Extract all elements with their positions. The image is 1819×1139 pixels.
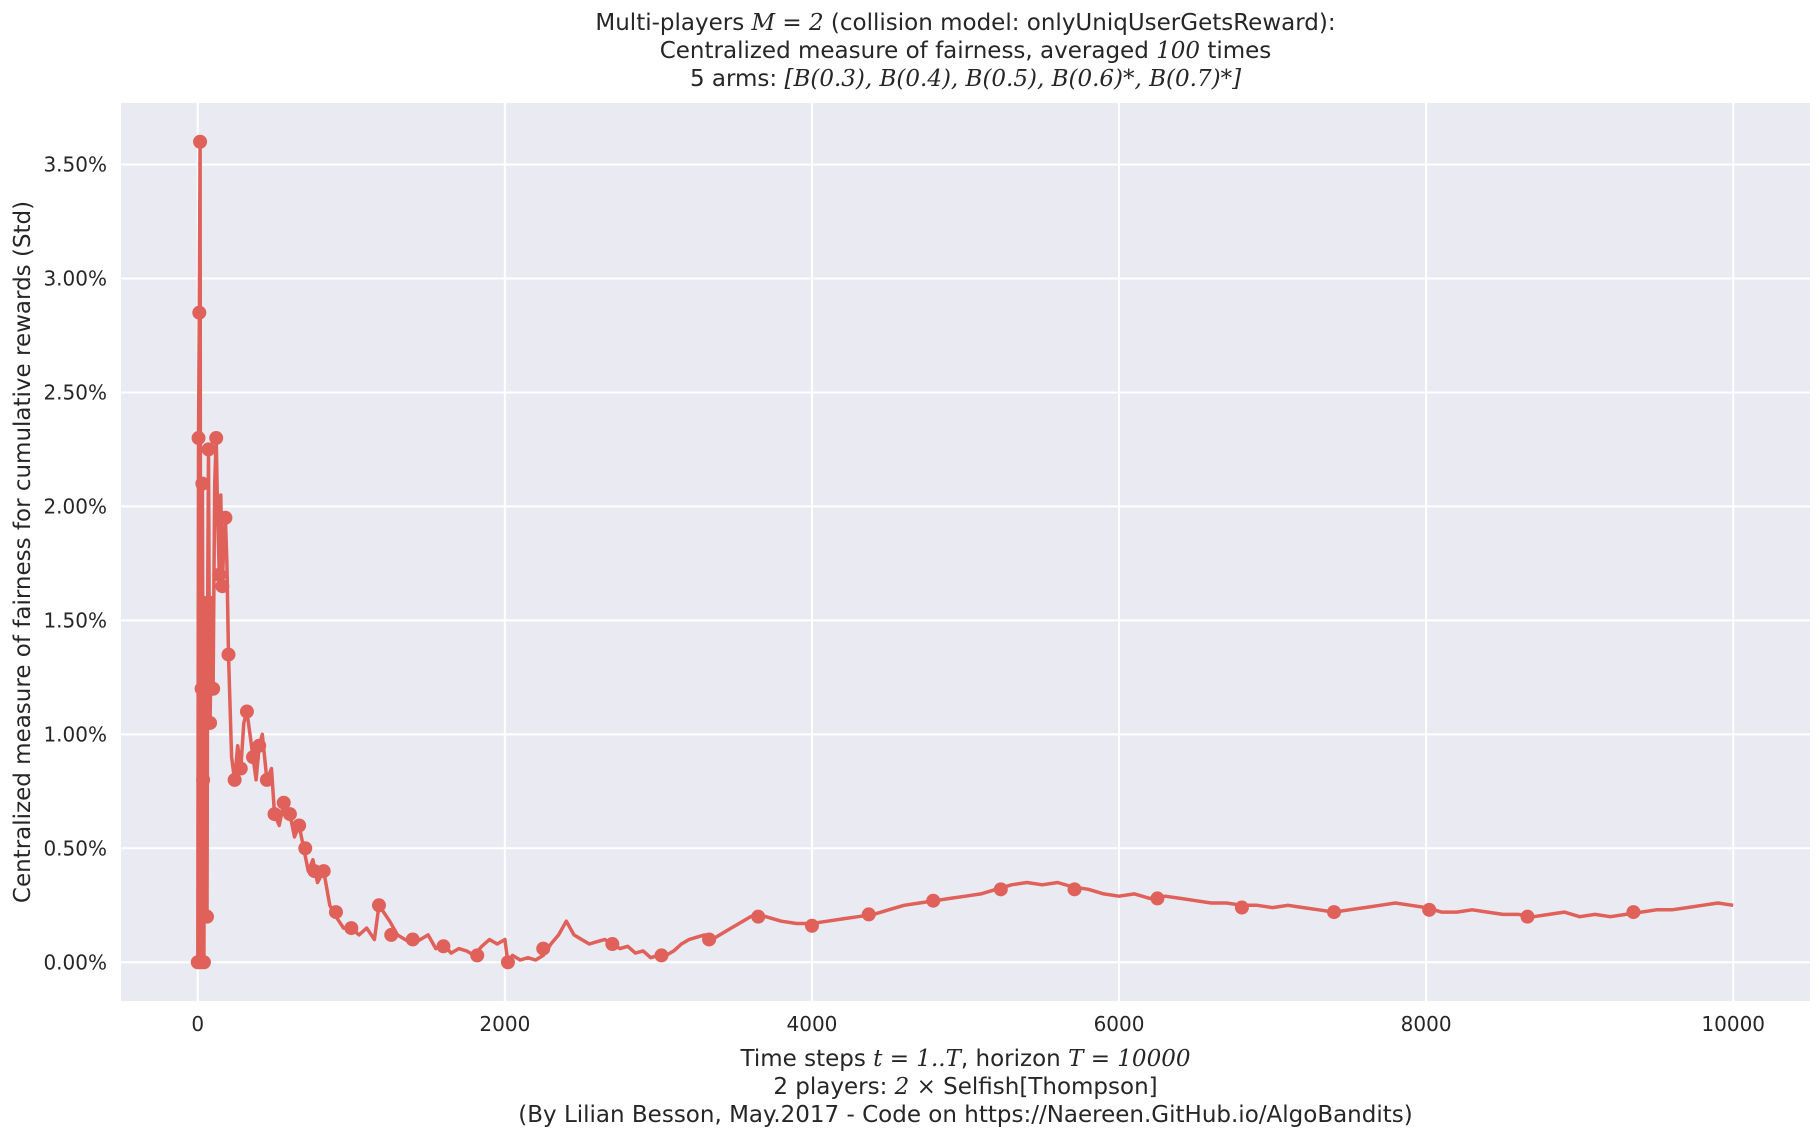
- data-point-12: [203, 715, 218, 730]
- xlabel-line-2: (By Lilian Besson, May.2017 - Code on ht…: [518, 1102, 1412, 1128]
- data-point-36: [405, 932, 420, 947]
- data-series: [196, 139, 1734, 965]
- data-point-34: [371, 898, 386, 913]
- y-axis-label: Centralized measure of fairness for cumu…: [10, 201, 36, 903]
- data-point-41: [605, 937, 620, 952]
- data-point-16: [215, 579, 230, 594]
- data-point-43: [702, 932, 717, 947]
- data-point-3: [193, 134, 208, 149]
- data-point-24: [259, 772, 274, 787]
- data-point-28: [292, 818, 307, 833]
- data-point-48: [993, 882, 1008, 897]
- data-point-18: [221, 647, 236, 662]
- x-tick-label-1: 2000: [479, 1012, 530, 1036]
- data-point-22: [246, 750, 261, 765]
- data-point-10: [199, 909, 214, 924]
- data-point-53: [1422, 902, 1437, 917]
- data-point-5: [194, 681, 209, 696]
- data-point-40: [536, 941, 551, 956]
- x-tick-label-2: 4000: [787, 1012, 838, 1036]
- x-axis-label: Time steps t = 1..T, horizon T = 100002 …: [518, 1046, 1412, 1128]
- y-tick-label-2: 1.00%: [43, 722, 107, 746]
- x-tick-label-3: 6000: [1094, 1012, 1145, 1036]
- x-tick-label-5: 10000: [1701, 1012, 1765, 1036]
- data-point-23: [252, 738, 267, 753]
- data-point-33: [344, 921, 359, 936]
- data-point-8: [196, 955, 211, 970]
- data-point-32: [328, 905, 343, 920]
- data-point-27: [282, 807, 297, 822]
- data-point-13: [206, 681, 221, 696]
- data-point-39: [500, 955, 515, 970]
- data-point-20: [233, 761, 248, 776]
- data-point-51: [1234, 900, 1249, 915]
- y-tick-label-4: 2.00%: [43, 494, 107, 518]
- y-tick-label-5: 2.50%: [43, 380, 107, 404]
- data-point-21: [239, 704, 254, 719]
- data-point-44: [751, 909, 766, 924]
- data-point-42: [654, 948, 669, 963]
- title-line-2: 5 arms: [B(0.3), B(0.4), B(0.5), B(0.6)*…: [690, 66, 1241, 92]
- x-tick-label-4: 8000: [1401, 1012, 1452, 1036]
- data-point-7: [196, 772, 211, 787]
- x-axis-ticks: 0 2000 4000 6000 8000 10000: [191, 1012, 1765, 1036]
- title-line-0: Multi-players M = 2 (collision model: on…: [595, 10, 1335, 36]
- y-tick-label-0: 0.00%: [43, 950, 107, 974]
- data-point-11: [201, 442, 216, 457]
- y-tick-label-7: 3.50%: [43, 153, 107, 177]
- data-point-35: [384, 927, 399, 942]
- data-point-25: [267, 807, 282, 822]
- y-axis-ticks: 0.00% 0.50% 1.00% 1.50% 2.00% 2.50% 3.00% 3.50%: [43, 153, 107, 975]
- data-point-46: [861, 907, 876, 922]
- xlabel-line-1: 2 players: 2 × Selfish[Thompson]: [773, 1074, 1157, 1100]
- data-point-17: [218, 510, 233, 525]
- grid-lines: [121, 103, 1810, 1001]
- data-point-52: [1327, 905, 1342, 920]
- data-point-55: [1626, 905, 1641, 920]
- data-point-47: [926, 893, 941, 908]
- y-tick-label-1: 0.50%: [43, 836, 107, 860]
- title-line-1: Centralized measure of fairness, average…: [660, 38, 1272, 64]
- data-point-49: [1067, 882, 1082, 897]
- y-tick-label-3: 1.50%: [43, 608, 107, 632]
- data-point-50: [1150, 891, 1165, 906]
- data-point-2: [192, 305, 207, 320]
- data-point-38: [470, 948, 485, 963]
- xlabel-line-0: Time steps t = 1..T, horizon T = 10000: [740, 1046, 1191, 1072]
- data-point-15: [212, 567, 227, 582]
- data-markers: [190, 134, 1641, 970]
- data-point-29: [298, 841, 313, 856]
- data-point-14: [209, 431, 224, 446]
- x-tick-label-0: 0: [191, 1012, 204, 1036]
- plot-area: [121, 103, 1810, 1001]
- data-point-45: [804, 918, 819, 933]
- data-point-1: [191, 431, 206, 446]
- series-line-0: [196, 139, 1734, 965]
- data-point-54: [1520, 909, 1535, 924]
- chart-title: Multi-players M = 2 (collision model: on…: [595, 10, 1335, 92]
- data-point-26: [276, 795, 291, 810]
- data-point-19: [227, 772, 242, 787]
- data-point-9: [198, 658, 213, 673]
- y-tick-label-6: 3.00%: [43, 266, 107, 290]
- data-point-31: [316, 864, 331, 879]
- data-point-37: [436, 939, 451, 954]
- data-point-6: [195, 476, 210, 491]
